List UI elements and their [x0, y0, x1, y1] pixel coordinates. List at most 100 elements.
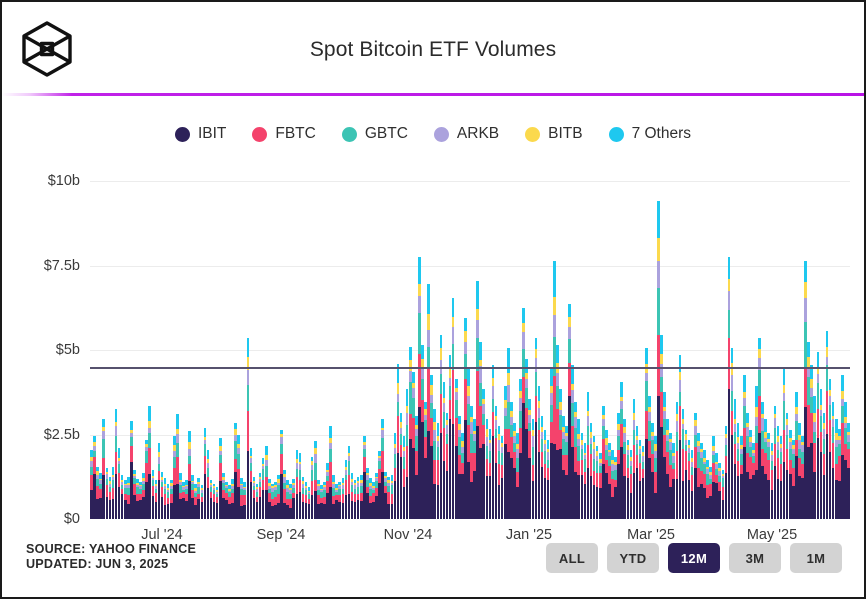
bar[interactable] — [228, 485, 231, 519]
bar[interactable] — [114, 409, 118, 519]
bar[interactable] — [537, 385, 541, 519]
bar[interactable] — [212, 483, 216, 519]
bar[interactable] — [470, 405, 473, 519]
bar[interactable] — [445, 412, 449, 519]
bar[interactable] — [577, 419, 581, 519]
bar[interactable] — [418, 257, 421, 519]
range-button-12m[interactable]: 12M — [668, 543, 720, 573]
bar[interactable] — [307, 486, 311, 519]
bar[interactable] — [439, 334, 443, 519]
bar[interactable] — [742, 375, 746, 519]
legend-item-fbtc[interactable]: FBTC — [252, 125, 316, 143]
bar[interactable] — [464, 317, 467, 519]
bar[interactable] — [317, 480, 320, 519]
bar[interactable] — [359, 475, 363, 519]
bar[interactable] — [399, 412, 403, 519]
bar[interactable] — [163, 478, 167, 519]
bar[interactable] — [408, 346, 412, 519]
bar[interactable] — [310, 456, 314, 519]
legend-item-ibit[interactable]: IBIT — [174, 125, 226, 143]
bar[interactable] — [669, 432, 673, 519]
bar[interactable] — [231, 478, 234, 519]
bar[interactable] — [822, 412, 826, 519]
bar[interactable] — [338, 481, 342, 519]
bar[interactable] — [145, 439, 148, 519]
bar[interactable] — [313, 441, 317, 519]
bar[interactable] — [623, 419, 627, 519]
bar[interactable] — [350, 473, 354, 519]
bar[interactable] — [801, 436, 804, 519]
bar[interactable] — [130, 421, 133, 519]
bar[interactable] — [283, 470, 286, 519]
bar[interactable] — [185, 480, 188, 519]
bar[interactable] — [828, 378, 832, 519]
bar[interactable] — [476, 280, 479, 519]
bar[interactable] — [516, 432, 519, 519]
bar[interactable] — [632, 399, 636, 519]
bar[interactable] — [194, 483, 198, 519]
bar[interactable] — [739, 436, 743, 519]
bar[interactable] — [500, 436, 504, 519]
bar[interactable] — [825, 331, 829, 519]
range-button-1m[interactable]: 1M — [790, 543, 842, 573]
bar[interactable] — [712, 436, 715, 519]
bar[interactable] — [546, 439, 550, 519]
bar[interactable] — [785, 412, 789, 519]
bar[interactable] — [779, 436, 783, 519]
bar[interactable] — [457, 415, 461, 519]
bar[interactable] — [172, 436, 176, 519]
bar[interactable] — [675, 402, 679, 519]
bar[interactable] — [381, 419, 384, 519]
bar[interactable] — [169, 480, 173, 519]
bar[interactable] — [90, 449, 93, 519]
bar[interactable] — [770, 443, 774, 519]
bar[interactable] — [626, 439, 630, 519]
bar[interactable] — [678, 355, 682, 519]
bar[interactable] — [755, 385, 758, 519]
bar[interactable] — [234, 422, 237, 519]
bar[interactable] — [595, 446, 599, 519]
bar[interactable] — [847, 422, 850, 519]
bar[interactable] — [574, 402, 578, 519]
bar[interactable] — [191, 475, 194, 519]
bar[interactable] — [353, 480, 357, 519]
bar[interactable] — [764, 419, 768, 519]
bar[interactable] — [761, 402, 764, 519]
bar[interactable] — [267, 478, 271, 519]
bar[interactable] — [813, 395, 817, 519]
bar[interactable] — [280, 429, 283, 519]
bar[interactable] — [133, 470, 136, 519]
bar[interactable] — [568, 304, 571, 519]
bar[interactable] — [209, 480, 213, 519]
bar[interactable] — [218, 437, 222, 519]
bar[interactable] — [525, 358, 528, 519]
bar[interactable] — [721, 470, 725, 519]
bar[interactable] — [93, 436, 96, 519]
bar[interactable] — [605, 429, 608, 519]
bar[interactable] — [393, 432, 397, 519]
bar[interactable] — [188, 431, 191, 519]
bar[interactable] — [105, 468, 109, 519]
bar[interactable] — [638, 439, 642, 519]
bar[interactable] — [690, 449, 694, 519]
bar[interactable] — [562, 415, 565, 519]
bar[interactable] — [727, 257, 731, 519]
bar[interactable] — [718, 463, 722, 519]
bar[interactable] — [387, 476, 391, 519]
bar[interactable] — [96, 466, 99, 519]
bar[interactable] — [402, 436, 406, 519]
bar[interactable] — [782, 368, 786, 519]
bar[interactable] — [427, 284, 430, 519]
bar[interactable] — [329, 426, 332, 519]
bar[interactable] — [519, 378, 522, 519]
bar[interactable] — [617, 412, 620, 519]
bar[interactable] — [261, 458, 265, 519]
bar[interactable] — [531, 419, 535, 519]
bar[interactable] — [724, 426, 728, 519]
bar[interactable] — [252, 476, 256, 519]
bar[interactable] — [614, 456, 617, 519]
bar[interactable] — [589, 422, 593, 519]
bar[interactable] — [629, 449, 633, 519]
bar[interactable] — [448, 355, 452, 519]
bar[interactable] — [663, 392, 666, 519]
